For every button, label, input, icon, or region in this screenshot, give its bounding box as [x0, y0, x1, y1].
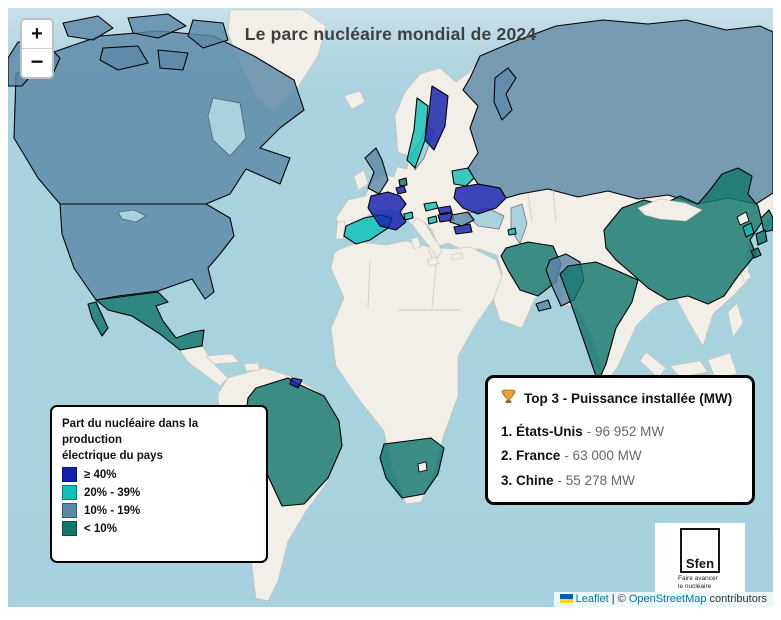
country-france[interactable]	[367, 191, 407, 231]
north-korea	[736, 211, 750, 226]
country-japan[interactable]	[760, 209, 773, 233]
country-south-africa[interactable]	[379, 437, 445, 499]
taiwan	[740, 269, 752, 282]
attribution-bar: Leaflet | © OpenStreetMap contributors	[553, 592, 773, 607]
legend-item: 20% - 39%	[62, 485, 256, 501]
country-uk[interactable]	[364, 147, 389, 195]
country-japan[interactable]	[750, 247, 762, 259]
central-america	[179, 345, 229, 387]
portugal	[335, 220, 346, 240]
country-usa[interactable]	[59, 203, 235, 301]
french-guiana[interactable]	[289, 377, 303, 389]
canada-arctic-island[interactable]	[157, 49, 189, 71]
hispaniola	[243, 362, 261, 372]
world-map-svg[interactable]	[8, 8, 773, 607]
country-slovenia[interactable]	[427, 215, 438, 225]
color-swatch-lt10	[62, 521, 77, 537]
country-mexico[interactable]	[95, 291, 205, 351]
canada-arctic-island[interactable]	[62, 15, 114, 41]
zoom-in-button[interactable]: +	[22, 20, 52, 49]
country-belgium[interactable]	[395, 185, 407, 195]
sicily	[426, 256, 440, 267]
top3-title: Top 3 - Puissance installée (MW)	[524, 390, 733, 406]
top3-value: - 63 000 MW	[564, 448, 642, 464]
country-armenia[interactable]	[507, 227, 517, 236]
mongolia	[637, 198, 703, 222]
country-sweden[interactable]	[406, 97, 429, 169]
top3-item: 2. France - 63 000 MW	[501, 448, 642, 464]
legend-title: Part du nucléaire dans la production éle…	[62, 418, 199, 463]
color-swatch-ge40	[62, 467, 77, 483]
java	[669, 360, 709, 378]
top3-value: - 96 952 MW	[586, 424, 665, 439]
color-swatch-20-39	[62, 485, 77, 501]
italy	[411, 217, 443, 259]
canada-arctic-island[interactable]	[187, 19, 229, 49]
iceland	[343, 90, 366, 110]
sfen-logo-square: Sfen	[680, 528, 720, 573]
top3-country: France	[516, 448, 561, 464]
hudson-bay	[207, 97, 247, 157]
sfen-tagline: Faire avancer le nucléaire	[678, 575, 718, 591]
top3-item: 1. États-Unis - 96 952 MW	[501, 424, 665, 439]
ukraine-flag-icon	[559, 594, 573, 603]
country-netherlands[interactable]	[398, 177, 408, 187]
top3-item: 3. Chine - 55 278 MW	[501, 472, 635, 488]
top3-panel: Top 3 - Puissance installée (MW) 1. État…	[485, 375, 755, 505]
legend-item: < 10%	[62, 521, 256, 537]
top3-country: Chine	[516, 472, 554, 488]
cuba	[205, 353, 240, 365]
legend-item: ≥ 40%	[62, 467, 256, 483]
lesotho	[417, 461, 428, 473]
novaya-zemlya[interactable]	[493, 67, 517, 121]
country-japan[interactable]	[755, 229, 768, 246]
trophy-icon	[501, 389, 516, 407]
country-romania[interactable]	[449, 211, 475, 227]
country-bulgaria[interactable]	[453, 223, 473, 235]
borneo	[707, 352, 738, 379]
canada-arctic-island[interactable]	[127, 13, 187, 39]
top3-value: - 55 278 MW	[557, 472, 635, 488]
sfen-logo: Sfen Faire avancer le nucléaire	[655, 523, 745, 592]
country-belarus[interactable]	[451, 167, 475, 187]
ireland	[353, 169, 369, 191]
great-lakes	[117, 209, 147, 223]
philippines	[727, 302, 744, 338]
zoom-control: + −	[20, 18, 54, 79]
canada-arctic-island[interactable]	[99, 45, 149, 71]
country-south-korea[interactable]	[742, 222, 755, 238]
top3-header: Top 3 - Puissance installée (MW)	[501, 389, 739, 407]
sardinia	[410, 236, 422, 250]
crete	[450, 252, 464, 261]
country-slovakia[interactable]	[437, 205, 453, 215]
country-finland[interactable]	[424, 85, 449, 151]
osm-link[interactable]: OpenStreetMap	[628, 593, 707, 605]
legend-panel: Part du nucléaire dans la production éle…	[50, 405, 268, 563]
country-iran[interactable]	[500, 241, 562, 297]
country-switzerland[interactable]	[403, 211, 414, 221]
color-swatch-10-19	[62, 503, 77, 519]
country-india[interactable]	[559, 261, 639, 383]
leaflet-map[interactable]: Le parc nucléaire mondial de 2024 + − Pa…	[8, 8, 773, 607]
baja-california[interactable]	[87, 301, 109, 337]
zoom-out-button[interactable]: −	[30, 49, 44, 74]
country-uae[interactable]	[535, 299, 552, 312]
leaflet-link[interactable]: Leaflet	[575, 593, 609, 605]
legend-item: 10% - 19%	[62, 503, 256, 519]
top3-list: 1. États-Unis - 96 952 MW 2. France - 63 0…	[501, 420, 739, 493]
top3-country: États-Unis	[516, 424, 583, 439]
